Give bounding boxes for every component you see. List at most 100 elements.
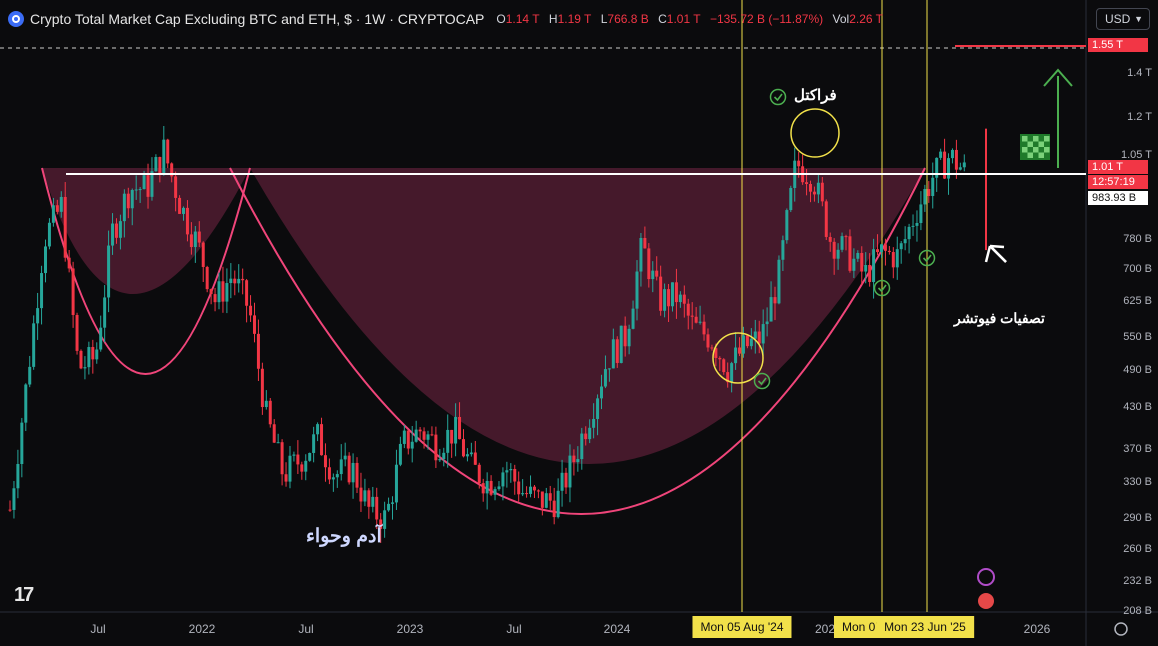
candle-body <box>95 349 99 360</box>
candle-body <box>225 283 229 302</box>
time-tick-label: 2024 <box>603 622 631 636</box>
candle-body <box>24 384 28 423</box>
candle-body <box>947 158 951 179</box>
candle-body <box>958 167 962 170</box>
candle-body <box>331 477 335 480</box>
candle-body <box>682 294 686 304</box>
candle-body <box>351 462 355 483</box>
candle-body <box>509 468 513 471</box>
candle-body <box>158 157 162 174</box>
candle-body <box>769 297 773 322</box>
candle-body <box>241 278 245 281</box>
cup-fill <box>42 168 925 464</box>
candle-body <box>568 455 572 488</box>
candle-body <box>367 490 371 507</box>
candle-body <box>245 280 249 306</box>
candle-body <box>383 510 387 529</box>
candle-body <box>489 480 493 495</box>
flag-cell <box>1033 147 1039 153</box>
candle-body <box>394 464 398 503</box>
candle-body <box>903 239 907 244</box>
candle-body <box>268 400 272 425</box>
candle-body <box>659 276 663 311</box>
candle-body <box>189 234 193 248</box>
price-tick-label: 232 B <box>1123 575 1152 587</box>
price-tick-label: 490 B <box>1123 364 1152 376</box>
candle-body <box>458 416 462 440</box>
cryptocap-logo-icon <box>8 11 24 27</box>
candle-body <box>422 431 426 440</box>
candle-body <box>840 236 844 250</box>
candle-body <box>55 205 59 212</box>
date-highlight-label: Mon 05 Aug '24 <box>692 616 792 638</box>
check-icon-3 <box>918 249 936 267</box>
candle-body <box>276 442 280 444</box>
price-tick-label: 290 B <box>1123 512 1152 524</box>
candle-body <box>667 289 671 307</box>
candle-body <box>950 149 954 159</box>
candle-body <box>217 281 221 303</box>
candle-body <box>59 196 63 212</box>
candle-body <box>540 491 544 508</box>
candle-body <box>249 305 253 316</box>
candle-body <box>785 210 789 241</box>
candle-body <box>209 289 213 295</box>
price-tick-label: 1.4 T <box>1127 67 1152 79</box>
candle-body <box>87 347 91 368</box>
candle-body <box>146 175 150 197</box>
candle-body <box>284 474 288 482</box>
candle-body <box>197 231 201 243</box>
candle-body <box>185 207 189 235</box>
candle-body <box>726 372 730 383</box>
candle-body <box>560 472 564 491</box>
candle-body <box>473 452 477 465</box>
candle-body <box>264 400 268 408</box>
candle-body <box>532 486 536 491</box>
flag-cell <box>1027 141 1033 147</box>
candle-body <box>493 489 497 495</box>
candle-body <box>856 253 860 259</box>
candle-body <box>517 481 521 495</box>
candle-body <box>698 321 702 323</box>
candle-body <box>548 493 552 501</box>
candle-body <box>860 253 864 272</box>
price-tick-label: 330 B <box>1123 476 1152 488</box>
candle-body <box>773 297 777 304</box>
price-tick-label: 1.2 T <box>1127 111 1152 123</box>
candle-body <box>536 490 540 492</box>
candle-body <box>824 201 828 237</box>
us-flag-event-icon <box>978 593 994 609</box>
candle-body <box>79 350 83 369</box>
candle-body <box>316 424 320 435</box>
support-price-box: 983.93 B <box>1088 191 1148 205</box>
time-tick-label: 2022 <box>188 622 216 636</box>
price-tick-label: 1.05 T <box>1121 149 1152 161</box>
candle-body <box>584 433 588 440</box>
candle-body <box>544 493 548 508</box>
candle-body <box>280 442 284 475</box>
time-tick-label: Jul <box>90 622 106 636</box>
candle-body <box>521 493 525 495</box>
candle-body <box>919 204 923 224</box>
candle-body <box>71 268 75 315</box>
volume-value: 2.26 T <box>849 12 883 26</box>
high-label: H <box>548 12 558 26</box>
candle-body <box>820 182 824 202</box>
candle-body <box>327 467 331 480</box>
candle-body <box>233 278 237 284</box>
tradingview-logo-icon[interactable]: 17 <box>14 584 34 606</box>
candle-body <box>438 459 442 461</box>
symbol-title[interactable]: Crypto Total Market Cap Excluding BTC an… <box>30 11 485 27</box>
check-icon-1 <box>753 372 771 390</box>
time-tick-label: Jul <box>506 622 522 636</box>
candle-body <box>962 162 966 168</box>
candle-body <box>193 231 197 248</box>
currency-dropdown[interactable]: USD ▼ <box>1096 8 1150 30</box>
candle-body <box>631 308 635 329</box>
ohlc-values: O1.14 T H1.19 T L766.8 B C1.01 T −135.72… <box>496 12 889 26</box>
candle-body <box>832 241 836 259</box>
candle-body <box>525 493 529 495</box>
candle-body <box>600 386 604 399</box>
candle-body <box>674 282 678 303</box>
candle-body <box>805 182 809 184</box>
